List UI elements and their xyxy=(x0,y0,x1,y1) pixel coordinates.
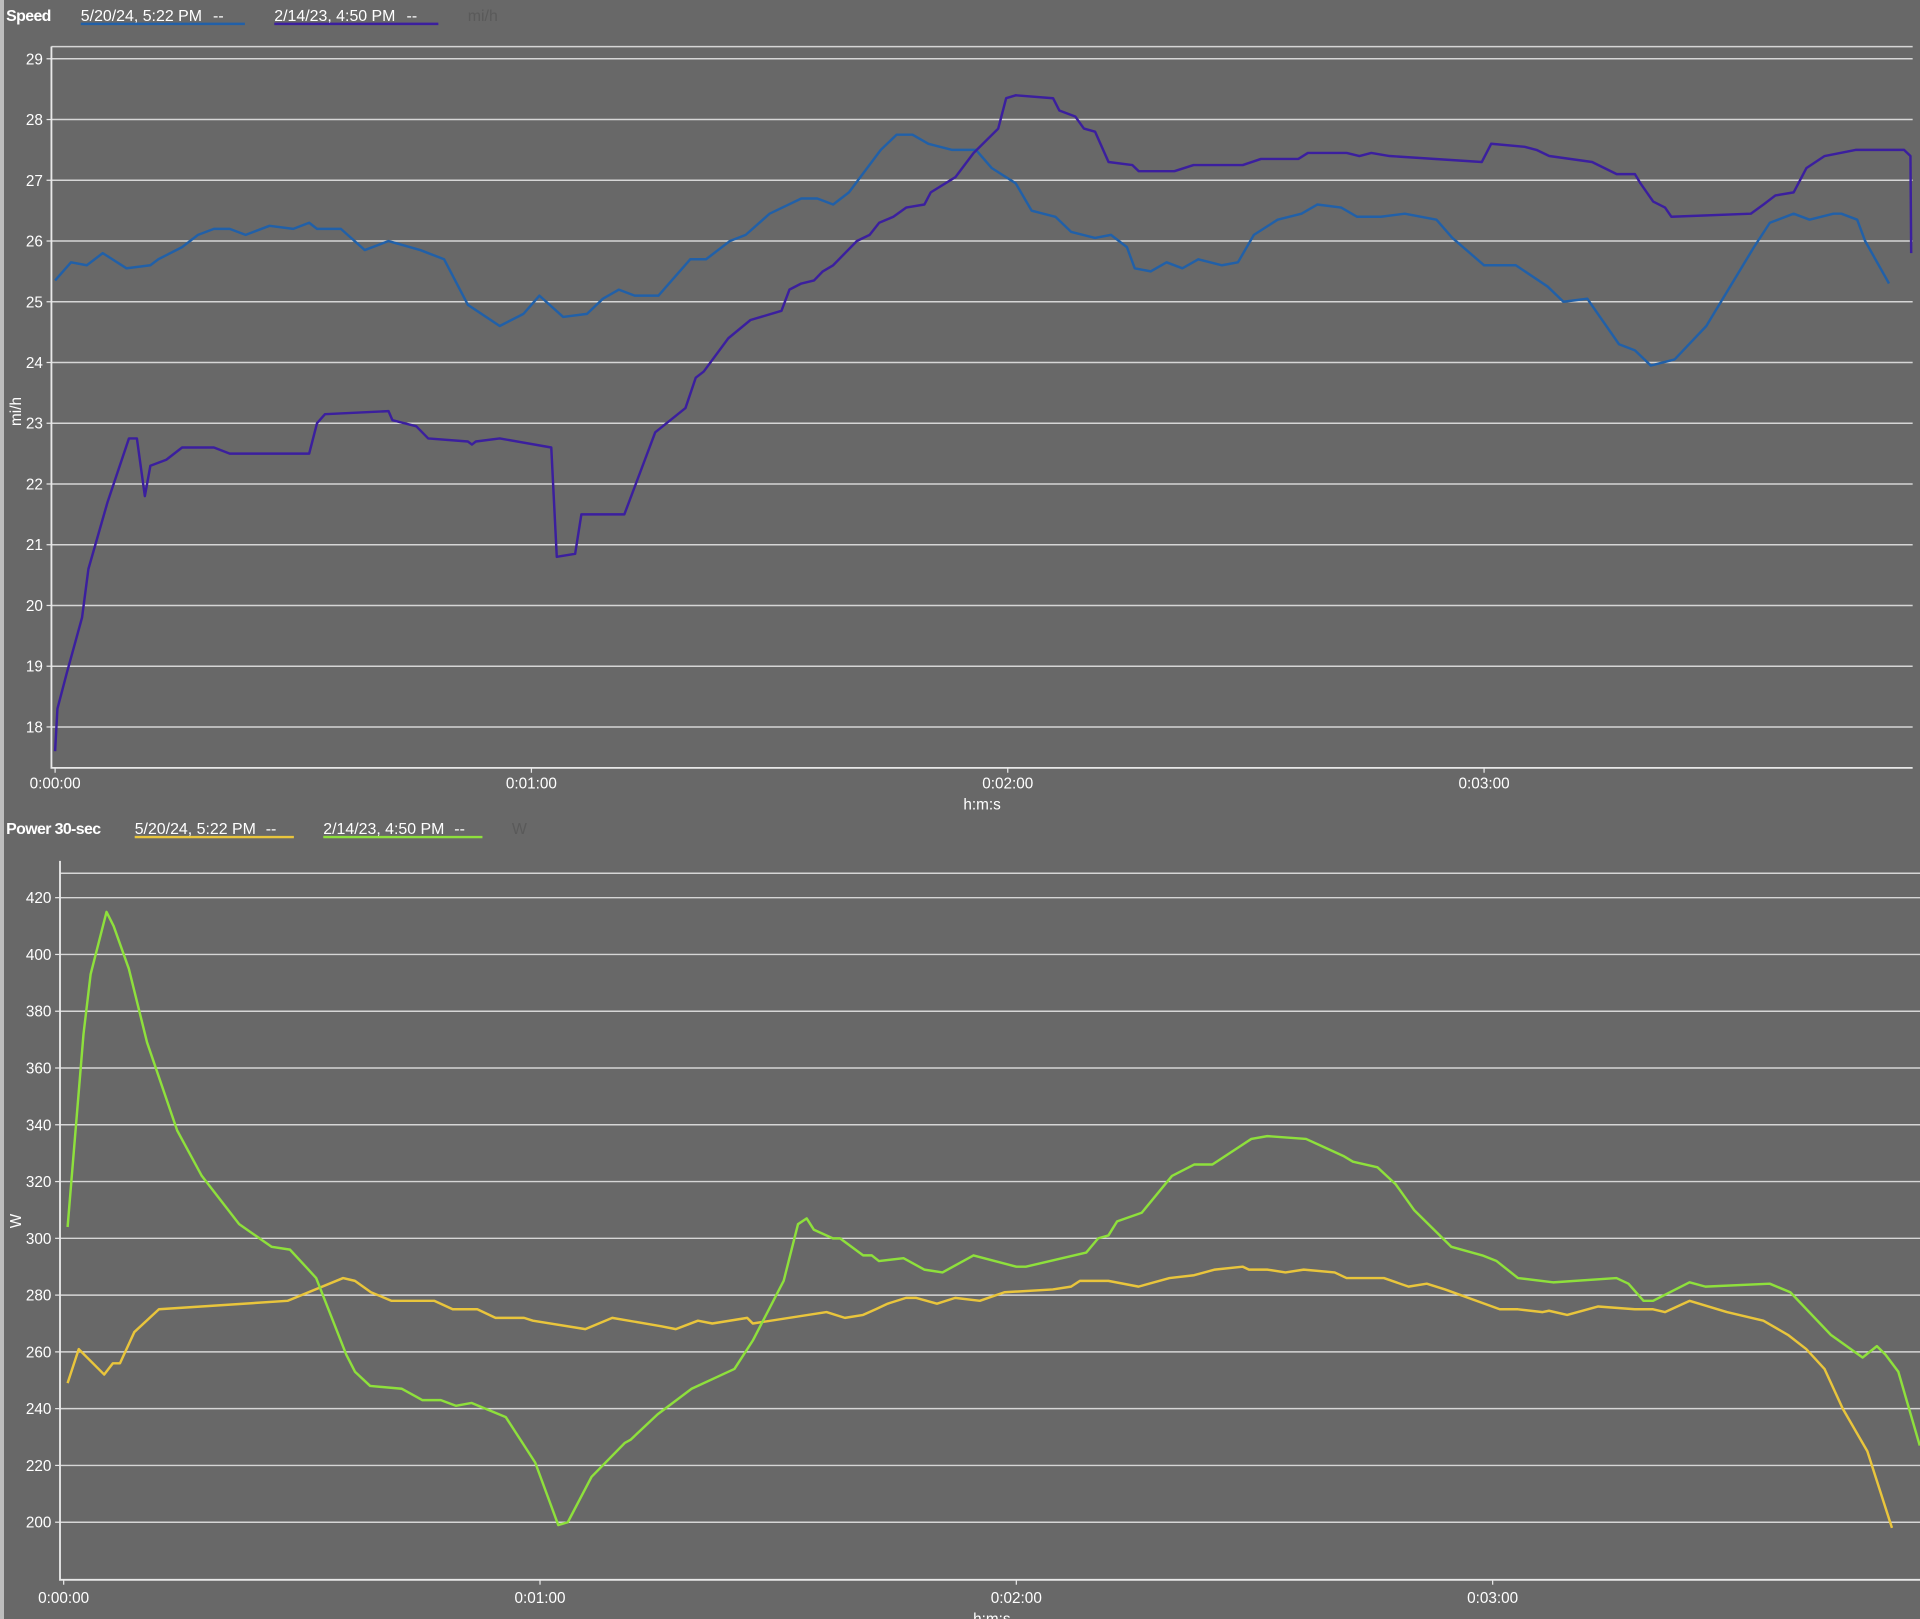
legend-value: -- xyxy=(407,8,418,25)
x-axis-label: h:m:s xyxy=(973,1611,1011,1619)
y-tick-label: 25 xyxy=(26,294,43,311)
gridlines xyxy=(60,872,1920,1523)
y-axis-label: W xyxy=(8,1213,25,1228)
power-chart: Power 30-sec 5/20/24, 5:22 PM -- 2/14/23… xyxy=(6,821,1920,1619)
x-tick-label: 0:02:00 xyxy=(982,776,1033,793)
y-tick-label: 28 xyxy=(26,112,43,129)
x-tick-label: 0:02:00 xyxy=(991,1590,1042,1607)
y-tick-label: 360 xyxy=(26,1061,52,1078)
gridlines xyxy=(51,45,1913,728)
series-line-2-14-23 xyxy=(66,910,1920,1527)
x-axis-label: h:m:s xyxy=(963,796,1001,813)
axes xyxy=(59,860,1920,1581)
y-tick-label: 320 xyxy=(26,1174,52,1191)
unit-label: W xyxy=(512,821,527,838)
power-chart-title: Power 30-sec xyxy=(6,821,101,838)
y-tick-label: 26 xyxy=(26,234,43,251)
legend-value: -- xyxy=(266,821,277,838)
y-tick-label: 19 xyxy=(26,659,43,676)
y-axis-label: mi/h xyxy=(8,397,25,426)
axes xyxy=(50,46,1913,769)
legend-label: 5/20/24, 5:22 PM xyxy=(81,8,202,25)
y-tick-label: 300 xyxy=(26,1231,52,1248)
x-tick-label: 0:00:00 xyxy=(30,776,81,793)
y-tick-label: 240 xyxy=(26,1401,52,1418)
y-tick-label: 400 xyxy=(26,947,52,964)
legend-value: -- xyxy=(454,821,465,838)
y-tick-label: 22 xyxy=(26,476,43,493)
speed-chart: Speed 5/20/24, 5:22 PM -- 2/14/23, 4:50 … xyxy=(6,8,1913,814)
y-tick-label: 18 xyxy=(26,719,43,736)
legend-item-2-14-23[interactable]: 2/14/23, 4:50 PM -- xyxy=(274,8,439,26)
y-tick-label: 23 xyxy=(26,416,43,433)
legend-label: 2/14/23, 4:50 PM xyxy=(323,821,444,838)
y-tick-label: 280 xyxy=(26,1288,52,1305)
unit-label: mi/h xyxy=(468,8,498,25)
x-tick-label: 0:01:00 xyxy=(514,1590,565,1607)
speed-chart-title: Speed xyxy=(6,8,51,25)
y-tick-label: 20 xyxy=(26,598,43,615)
legend-item-2-14-23[interactable]: 2/14/23, 4:50 PM -- xyxy=(323,821,483,839)
y-tick-label: 220 xyxy=(26,1458,52,1475)
legend-label: 5/20/24, 5:22 PM xyxy=(135,821,256,838)
y-tick-label: 21 xyxy=(26,537,43,554)
legend-value: -- xyxy=(213,8,224,25)
legend-item-5-20-24[interactable]: 5/20/24, 5:22 PM -- xyxy=(134,821,294,839)
y-tick-label: 340 xyxy=(26,1117,52,1134)
legend-item-5-20-24[interactable]: 5/20/24, 5:22 PM -- xyxy=(80,8,245,26)
x-tick-label: 0:01:00 xyxy=(506,776,557,793)
y-tick-label: 200 xyxy=(26,1515,52,1532)
legend-label: 2/14/23, 4:50 PM xyxy=(274,8,395,25)
y-tick-label: 260 xyxy=(26,1344,52,1361)
x-tick-label: 0:00:00 xyxy=(38,1590,89,1607)
y-tick-label: 380 xyxy=(26,1004,52,1021)
x-tick-label: 0:03:00 xyxy=(1459,776,1510,793)
y-tick-label: 29 xyxy=(26,51,43,68)
y-tick-label: 24 xyxy=(26,355,44,372)
series-line-5-20-24 xyxy=(54,133,1891,367)
window-left-edge xyxy=(0,0,4,1619)
y-tick-label: 27 xyxy=(26,173,43,190)
y-tick-label: 420 xyxy=(26,890,52,907)
x-tick-label: 0:03:00 xyxy=(1467,1590,1518,1607)
series-line-2-14-23 xyxy=(53,94,1913,752)
series-line-5-20-24 xyxy=(66,1265,1894,1529)
